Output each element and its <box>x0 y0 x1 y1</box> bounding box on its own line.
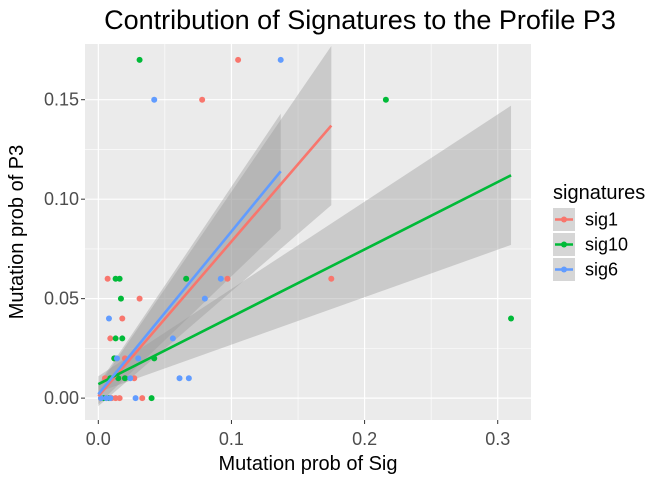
point-sig10 <box>121 375 128 382</box>
point-sig10 <box>112 335 119 342</box>
point-sig10 <box>112 275 119 282</box>
y-tick-label: 0.05 <box>44 289 79 309</box>
point-sig1 <box>136 295 143 302</box>
grid <box>85 44 531 420</box>
legend-key-point-sig1 <box>561 216 567 223</box>
y-tick-label: 0.15 <box>44 90 79 110</box>
point-sig10 <box>382 96 389 103</box>
legend-label-sig6: sig6 <box>585 260 618 280</box>
y-axis-title: Mutation prob of P3 <box>6 145 28 320</box>
fit-lines <box>97 124 512 397</box>
point-sig1 <box>328 275 335 282</box>
x-axis-title: Mutation prob of Sig <box>219 453 398 475</box>
point-sig1 <box>199 96 206 103</box>
fit-line-sig1 <box>97 124 333 397</box>
point-sig6 <box>169 335 176 342</box>
point-sig10 <box>508 315 515 322</box>
legend-key-point-sig10 <box>561 241 567 248</box>
plot-panel <box>85 44 531 420</box>
confidence-band-sig6 <box>98 113 281 405</box>
y-tick-label: 0.10 <box>44 189 79 209</box>
point-sig1 <box>235 56 242 63</box>
point-sig10 <box>136 56 143 63</box>
legend: signatures sig1 sig10 sig6 <box>553 182 645 281</box>
point-sig1 <box>104 275 111 282</box>
point-sig6 <box>113 355 120 362</box>
point-sig6 <box>217 275 224 282</box>
point-sig1 <box>107 335 114 342</box>
point-sig6 <box>135 355 142 362</box>
confidence-bands <box>98 45 512 407</box>
confidence-band-sig10 <box>98 105 512 393</box>
point-sig10 <box>119 335 126 342</box>
point-sig10 <box>148 395 155 402</box>
point-sig1 <box>119 315 126 322</box>
point-sig6 <box>151 96 158 103</box>
point-sig1 <box>116 395 123 402</box>
point-sig10 <box>115 375 122 382</box>
y-tick-label: 0.00 <box>44 388 79 408</box>
legend-label-sig10: sig10 <box>585 235 628 255</box>
point-sig6 <box>201 295 208 302</box>
x-tick-label: 0.1 <box>219 429 244 449</box>
point-sig6 <box>127 375 134 382</box>
point-sig6 <box>185 375 192 382</box>
point-sig1 <box>139 395 146 402</box>
legend-title: signatures <box>553 182 645 204</box>
x-tick-label: 0.0 <box>86 429 111 449</box>
fit-line-sig6 <box>97 170 282 395</box>
legend-key-point-sig6 <box>561 266 567 273</box>
point-sig6 <box>107 395 114 402</box>
x-tick-label: 0.3 <box>485 429 510 449</box>
point-sig6 <box>176 375 183 382</box>
x-axis-ticks: 0.0 0.1 0.2 0.3 <box>86 420 510 449</box>
point-sig6 <box>105 315 112 322</box>
confidence-band-sig1 <box>98 45 332 407</box>
legend-label-sig1: sig1 <box>585 210 618 230</box>
point-sig6 <box>277 56 284 63</box>
point-sig6 <box>132 395 139 402</box>
chart-title: Contribution of Signatures to the Profil… <box>104 5 616 35</box>
point-sig10 <box>183 275 190 282</box>
point-sig1 <box>224 275 231 282</box>
y-axis-ticks: 0.00 0.05 0.10 0.15 <box>44 90 85 408</box>
fit-line-sig10 <box>97 174 512 386</box>
x-tick-label: 0.2 <box>352 429 377 449</box>
point-sig10 <box>117 295 124 302</box>
